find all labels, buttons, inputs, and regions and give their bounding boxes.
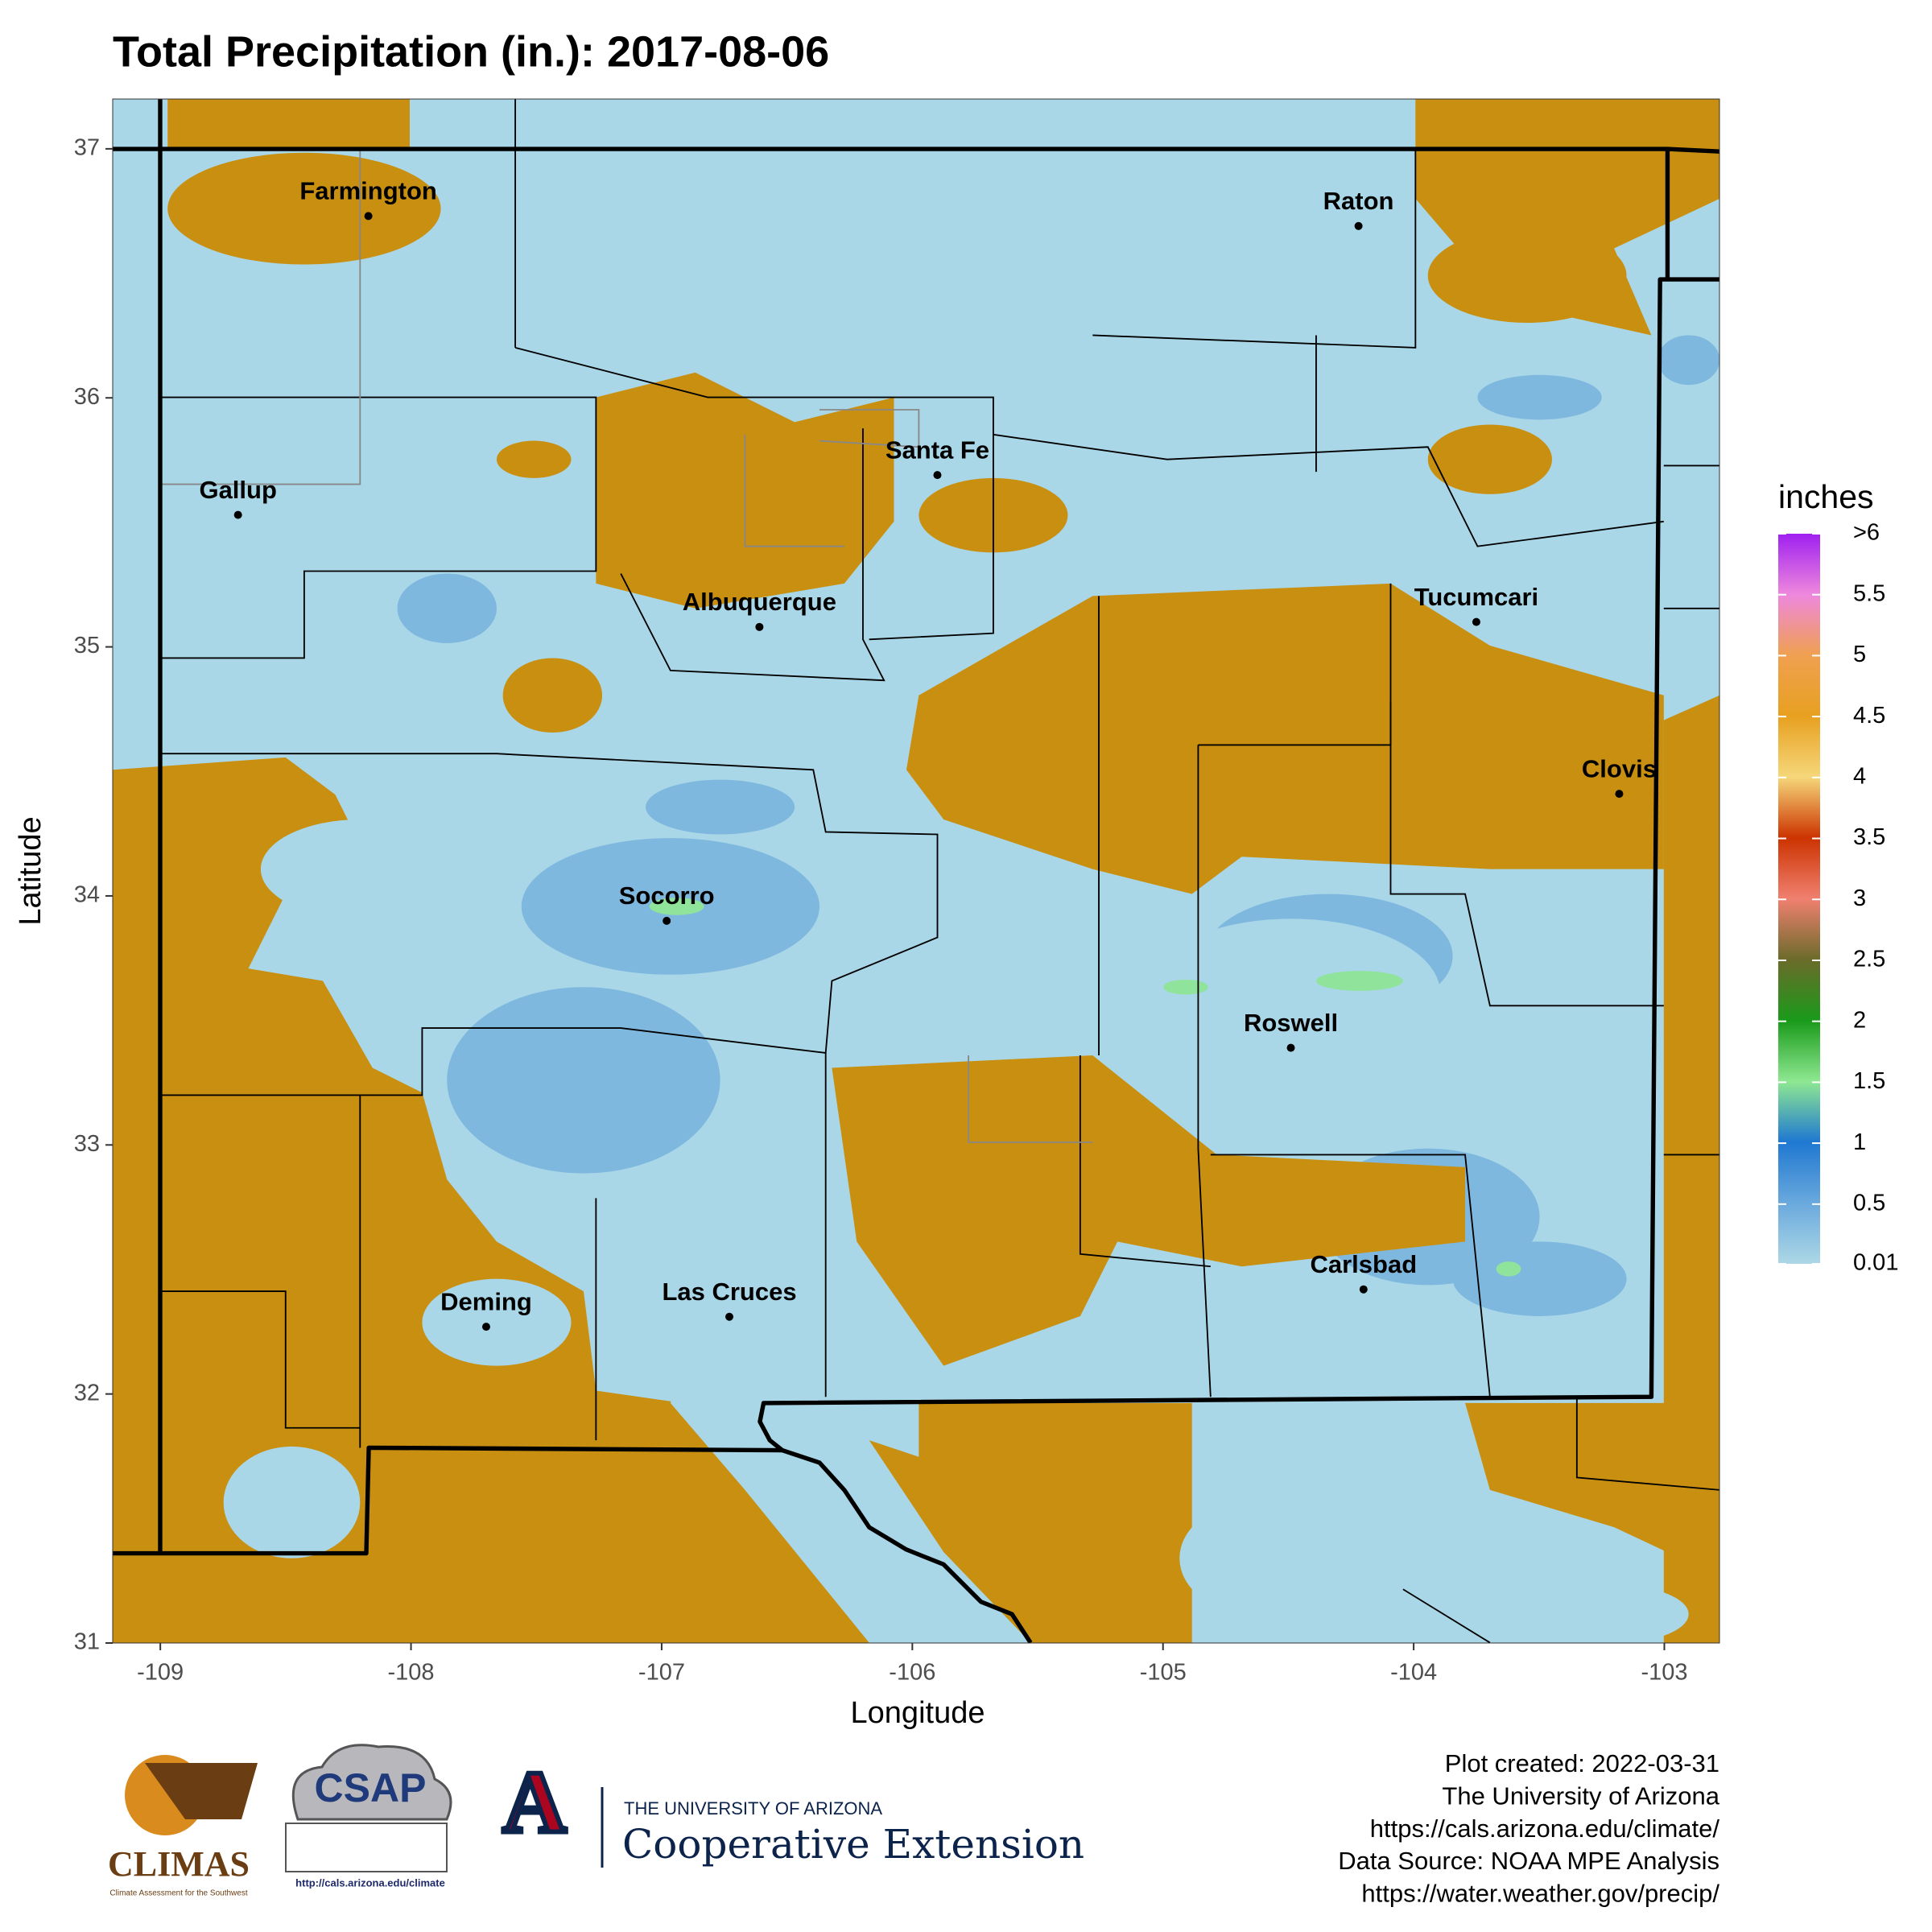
y-tick-label: 36 <box>74 384 100 410</box>
y-tick-label: 33 <box>74 1131 100 1157</box>
colorbar-tick-label: 1 <box>1853 1129 1866 1155</box>
csap-name: CSAP <box>315 1765 427 1810</box>
city-dot <box>1359 1285 1368 1294</box>
footer-line: Data Source: NOAA MPE Analysis <box>1338 1847 1719 1875</box>
y-tick-label: 37 <box>74 135 100 161</box>
city-label: Clovis <box>1582 754 1657 782</box>
footer-line: The University of Arizona <box>1442 1781 1719 1810</box>
colorbar-tick-label: 4 <box>1853 763 1866 789</box>
city-label: Albuquerque <box>683 588 836 616</box>
city-label: Socorro <box>619 881 715 910</box>
city-label: Tucumcari <box>1414 583 1538 611</box>
precip-field <box>113 99 1720 1643</box>
city-dot <box>1286 1043 1295 1052</box>
city-label: Raton <box>1323 187 1394 215</box>
climas-name: CLIMAS <box>108 1844 250 1884</box>
ua-name: THE UNIVERSITY OF ARIZONA <box>624 1798 882 1818</box>
x-tick-label: -104 <box>1390 1660 1437 1686</box>
y-tick-label: 32 <box>74 1380 100 1406</box>
csap-panel <box>285 1823 448 1872</box>
city-dot <box>1615 790 1624 799</box>
logos: CLIMAS Climate Assessment for the Southw… <box>108 1744 1084 1898</box>
city-label: Carlsbad <box>1310 1250 1417 1278</box>
footer-line: https://cals.arizona.edu/climate/ <box>1370 1814 1720 1843</box>
city-dot <box>233 510 242 519</box>
climas-icon <box>145 1763 258 1819</box>
footer-line: https://water.weather.gov/precip/ <box>1361 1879 1719 1907</box>
climas-subtitle: Climate Assessment for the Southwest <box>109 1889 247 1898</box>
city-dot <box>364 212 373 221</box>
x-tick-label: -105 <box>1140 1660 1187 1686</box>
colorbar-tick-label: 2 <box>1853 1007 1866 1033</box>
ua-unit: Cooperative Extension <box>622 1821 1084 1868</box>
city-dot <box>1472 617 1480 626</box>
city-dot <box>481 1323 490 1331</box>
csap-cloud <box>291 1744 452 1821</box>
city-label: Roswell <box>1244 1009 1338 1037</box>
y-tick-label: 31 <box>74 1629 100 1655</box>
map <box>113 99 1720 1643</box>
city-dot <box>725 1312 734 1321</box>
city-dot <box>933 471 942 480</box>
colorbar-tick-label: 0.5 <box>1853 1190 1885 1216</box>
chart-title: Total Precipitation (in.): 2017-08-06 <box>113 27 829 76</box>
y-axis-title: Latitude <box>14 816 47 925</box>
city-dot <box>1354 221 1363 230</box>
colorbar-tick-label: 5 <box>1853 642 1866 667</box>
y-tick-label: 34 <box>74 882 100 908</box>
x-tick-label: -109 <box>137 1660 184 1686</box>
city-label: Las Cruces <box>662 1278 796 1306</box>
x-tick-label: -107 <box>638 1660 685 1686</box>
ua-mark: A <box>502 1752 566 1851</box>
legend-title: inches <box>1778 478 1874 515</box>
colorbar-tick-label: >6 <box>1853 520 1880 546</box>
city-label: Gallup <box>199 476 276 504</box>
panel-border <box>112 98 1720 1644</box>
colorbar-tick-label: 5.5 <box>1853 580 1885 606</box>
colorbar-tick-label: 0.01 <box>1853 1250 1898 1276</box>
colorbar-tick-label: 3.5 <box>1853 824 1885 850</box>
city-label: Farmington <box>299 177 437 205</box>
footer-line: Plot created: 2022-03-31 <box>1445 1749 1719 1777</box>
city-label: Deming <box>440 1287 532 1315</box>
city-dot <box>755 622 764 631</box>
city-dot <box>663 916 671 925</box>
x-tick-label: -108 <box>388 1660 435 1686</box>
colorbar-tick-label: 4.5 <box>1853 703 1885 729</box>
colorbar-tick-label: 1.5 <box>1853 1068 1885 1094</box>
colorbar-tick-label: 2.5 <box>1853 947 1885 972</box>
csap-url: http://cals.arizona.edu/climate <box>295 1876 445 1889</box>
city-label: Santa Fe <box>886 436 989 464</box>
x-tick-label: -103 <box>1641 1660 1687 1686</box>
x-axis-title: Longitude <box>851 1696 985 1730</box>
x-tick-label: -106 <box>889 1660 935 1686</box>
y-tick-label: 35 <box>74 633 100 658</box>
colorbar-tick-label: 3 <box>1853 886 1866 911</box>
